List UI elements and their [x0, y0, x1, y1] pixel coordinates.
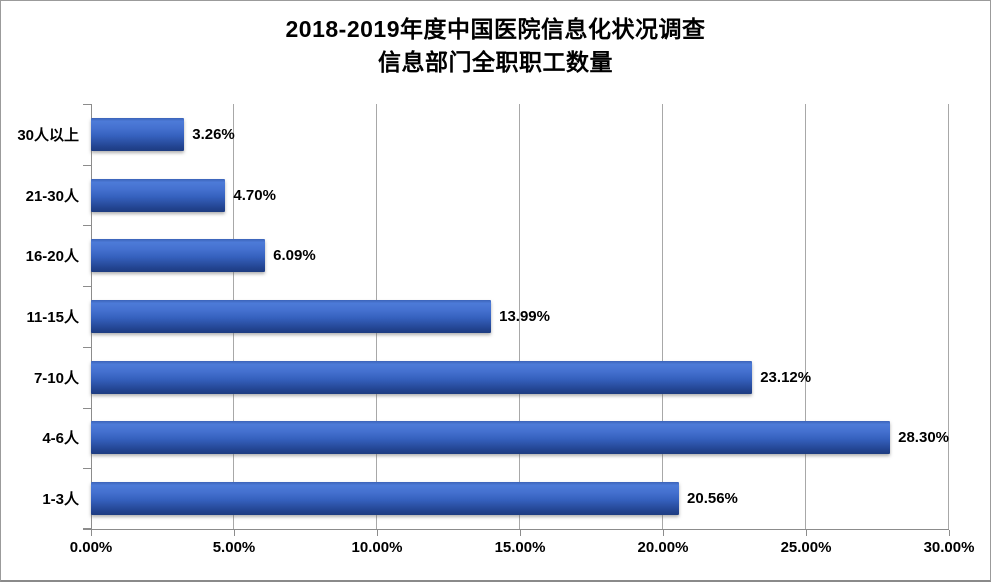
category-label-1: 21-30人 — [25, 187, 79, 205]
category-label-4: 7-10人 — [33, 369, 79, 387]
bar-band-5: 28.30% — [91, 408, 949, 469]
x-tick-label-2: 10.00% — [351, 539, 403, 556]
chart-title-line-1: 2018-2019年度中国医院信息化状况调查 — [285, 16, 706, 42]
bar-band-6: 20.56% — [91, 468, 949, 529]
x-axis-tick-1 — [233, 530, 235, 536]
gridline-20.00% — [661, 104, 663, 529]
chart-title-line-2: 信息部门全职职工数量 — [378, 49, 613, 75]
x-tick-label-5: 25.00% — [780, 539, 832, 556]
y-axis-tick-0 — [83, 104, 91, 105]
chart-title: 2018-2019年度中国医院信息化状况调查 信息部门全职职工数量 — [1, 13, 990, 79]
y-axis-tick-6 — [83, 468, 91, 470]
bar-0[interactable] — [91, 117, 185, 151]
category-label-2: 16-20人 — [25, 248, 79, 266]
x-axis-tick-0 — [91, 530, 92, 536]
gridline-25.00% — [805, 104, 806, 529]
bar-band-0: 3.26% — [91, 104, 949, 165]
bar-band-2: 6.09% — [91, 225, 949, 286]
y-axis-tick-3 — [83, 286, 91, 288]
bar-band-1: 4.70% — [91, 165, 949, 226]
x-tick-label-4: 20.00% — [637, 539, 689, 556]
bars-container: 3.26% 4.70% 6.09% 13.99% 23.12% 28.30% 20.56% — [91, 104, 949, 529]
x-tick-label-6: 30.00% — [923, 539, 975, 556]
category-label-0: 30人以上 — [17, 126, 79, 144]
bar-value-label-1: 4.70% — [233, 186, 276, 204]
y-axis-tick-2 — [83, 225, 91, 227]
category-label-6: 1-3人 — [42, 491, 79, 509]
bar-value-label-2: 6.09% — [273, 247, 316, 265]
bar-value-label-0: 3.26% — [192, 125, 235, 143]
x-axis-tick-2 — [376, 530, 378, 536]
bar-6[interactable] — [91, 482, 680, 516]
category-label-5: 4-6人 — [42, 430, 79, 448]
x-tick-label-1: 5.00% — [212, 539, 256, 556]
bar-5[interactable] — [91, 421, 891, 455]
bar-1[interactable] — [91, 178, 226, 212]
bar-band-3: 13.99% — [91, 286, 949, 347]
bar-2[interactable] — [91, 239, 266, 273]
x-axis-tick-4 — [662, 530, 664, 536]
bar-4[interactable] — [91, 360, 753, 394]
bar-value-label-5: 28.30% — [898, 429, 949, 447]
category-label-3: 11-15人 — [26, 309, 79, 327]
bar-value-label-3: 13.99% — [499, 308, 550, 326]
y-axis-tick-7 — [83, 528, 91, 529]
bar-value-label-4: 23.12% — [760, 368, 812, 386]
x-axis-tick-3 — [520, 530, 521, 536]
x-tick-label-3: 15.00% — [494, 539, 546, 556]
y-axis-labels: 30人以上 21-30人 16-20人 11-15人 7-10人 4-6人 1-3人 — [1, 104, 79, 529]
y-axis-tick-4 — [83, 346, 91, 348]
x-axis-tick-labels: 0.00% 5.00% 10.00% 15.00% 20.00% 25.00% 30.00% — [70, 539, 975, 559]
y-axis-tick-5 — [83, 407, 91, 409]
x-axis-tick-6 — [949, 530, 950, 536]
x-tick-label-0: 0.00% — [69, 539, 113, 556]
gridline-30.00% — [948, 104, 949, 529]
y-axis-tick-1 — [83, 164, 91, 166]
x-axis-tick-5 — [806, 530, 807, 536]
x-axis-line — [83, 529, 949, 530]
bar-band-4: 23.12% — [91, 347, 949, 408]
gridline-15.00% — [519, 104, 520, 529]
bar-3[interactable] — [91, 300, 492, 334]
plot-area: 3.26% 4.70% 6.09% 13.99% 23.12% 28.30% 20.56% — [83, 104, 950, 536]
bar-value-label-6: 20.56% — [687, 490, 738, 508]
